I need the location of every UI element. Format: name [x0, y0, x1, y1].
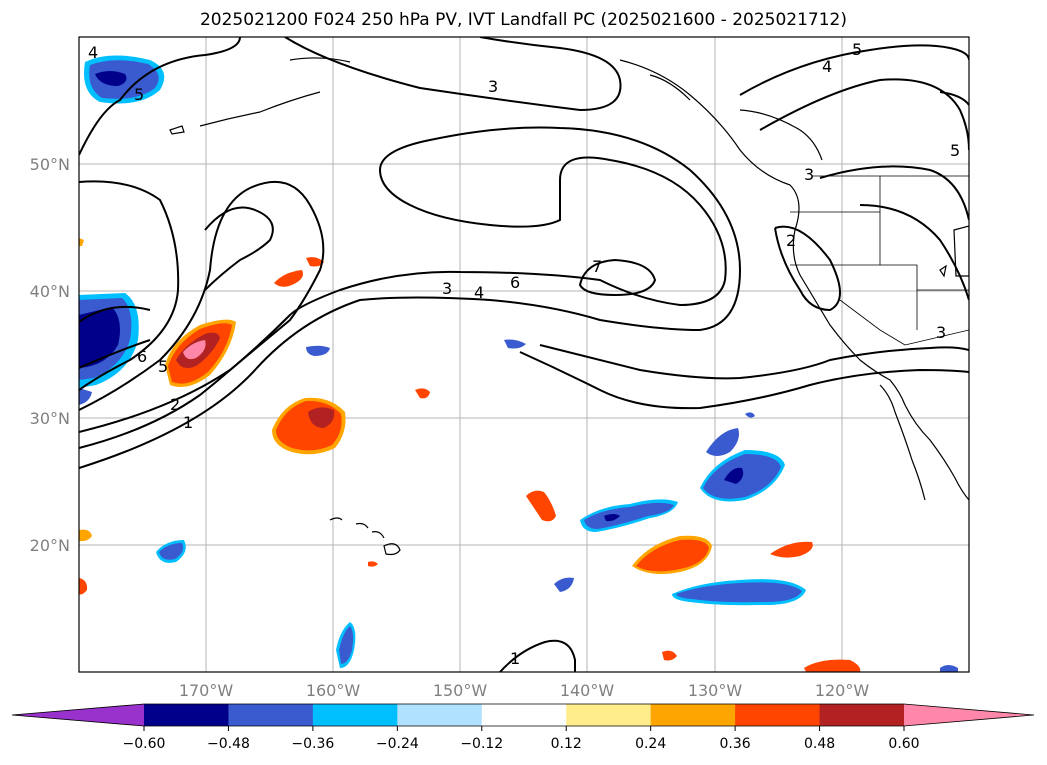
colorbar-tick-label: −0.48 [207, 736, 250, 752]
contour-label: 4 [822, 57, 832, 76]
contour-label: 3 [488, 77, 498, 96]
contour-label: 3 [936, 323, 946, 342]
map-frame [78, 36, 970, 673]
colorbar-extend-low [12, 704, 144, 726]
contour-label: 2 [786, 231, 796, 250]
pv-fills [79, 55, 958, 672]
lat-label-20n: 20°N [30, 536, 70, 555]
colorbar-tick-label: 0.60 [888, 736, 919, 752]
contour-label: 6 [137, 347, 147, 366]
colorbar-segment [650, 704, 736, 726]
contour-label: 4 [88, 43, 98, 62]
contour-label: 3 [442, 279, 452, 298]
contour-label: 5 [852, 40, 862, 59]
contour-label: 5 [950, 141, 960, 160]
contour-label: 5 [134, 85, 144, 104]
colorbar-tick-label: −0.36 [291, 736, 334, 752]
colorbar-segment [397, 704, 483, 726]
contour-label: 2 [170, 395, 180, 414]
colorbar-segment [481, 704, 567, 726]
colorbar-tick-label: 0.24 [635, 736, 666, 752]
contour-label: 4 [474, 283, 484, 302]
coastlines [169, 57, 969, 556]
colorbar-tick-label: −0.24 [376, 736, 419, 752]
contour-label: 1 [510, 649, 520, 668]
ivt-contours [79, 37, 969, 672]
lat-labels: 50°N 40°N 30°N 20°N [30, 155, 70, 555]
colorbar-segment [566, 704, 652, 726]
lon-labels: 170°W 160°W 150°W 140°W 130°W 120°W [179, 681, 870, 700]
borders [790, 175, 969, 346]
lon-label-140w: 140°W [560, 681, 615, 700]
colorbar-tick-label: 0.12 [551, 736, 582, 752]
contour-label: 6 [510, 273, 520, 292]
colorbar-tick-label: 0.48 [804, 736, 835, 752]
colorbar-segment [735, 704, 821, 726]
figure-title: 2025021200 F024 250 hPa PV, IVT Landfall… [199, 10, 847, 30]
lon-label-130w: 130°W [688, 681, 743, 700]
colorbar-tick-label: −0.12 [460, 736, 503, 752]
lon-label-170w: 170°W [179, 681, 234, 700]
lon-label-120w: 120°W [815, 681, 870, 700]
colorbar-tick-label: −0.60 [123, 736, 166, 752]
lat-label-30n: 30°N [30, 409, 70, 428]
colorbar-segment [312, 704, 398, 726]
colorbar-segment [144, 704, 229, 726]
contour-label: 7 [592, 257, 602, 276]
lon-label-150w: 150°W [433, 681, 488, 700]
colorbar-segment [228, 704, 314, 726]
contour-label: 5 [158, 357, 168, 376]
lat-label-40n: 40°N [30, 282, 70, 301]
contour-label: 3 [804, 165, 814, 184]
lat-label-50n: 50°N [30, 155, 70, 174]
colorbar-segment [819, 704, 905, 726]
contour-label: 1 [183, 413, 193, 432]
colorbar-extend-high [904, 704, 1034, 726]
colorbar: −0.60 −0.48 −0.36 −0.24 −0.12 0.12 0.24 0.36 0.4… [11, 703, 1035, 752]
contour-labels: 5 4 3 5 3 2 7 6 4 3 6 5 2 1 1 3 4 5 [88, 40, 960, 668]
lon-label-160w: 160°W [306, 681, 361, 700]
colorbar-tick-label: 0.36 [720, 736, 751, 752]
